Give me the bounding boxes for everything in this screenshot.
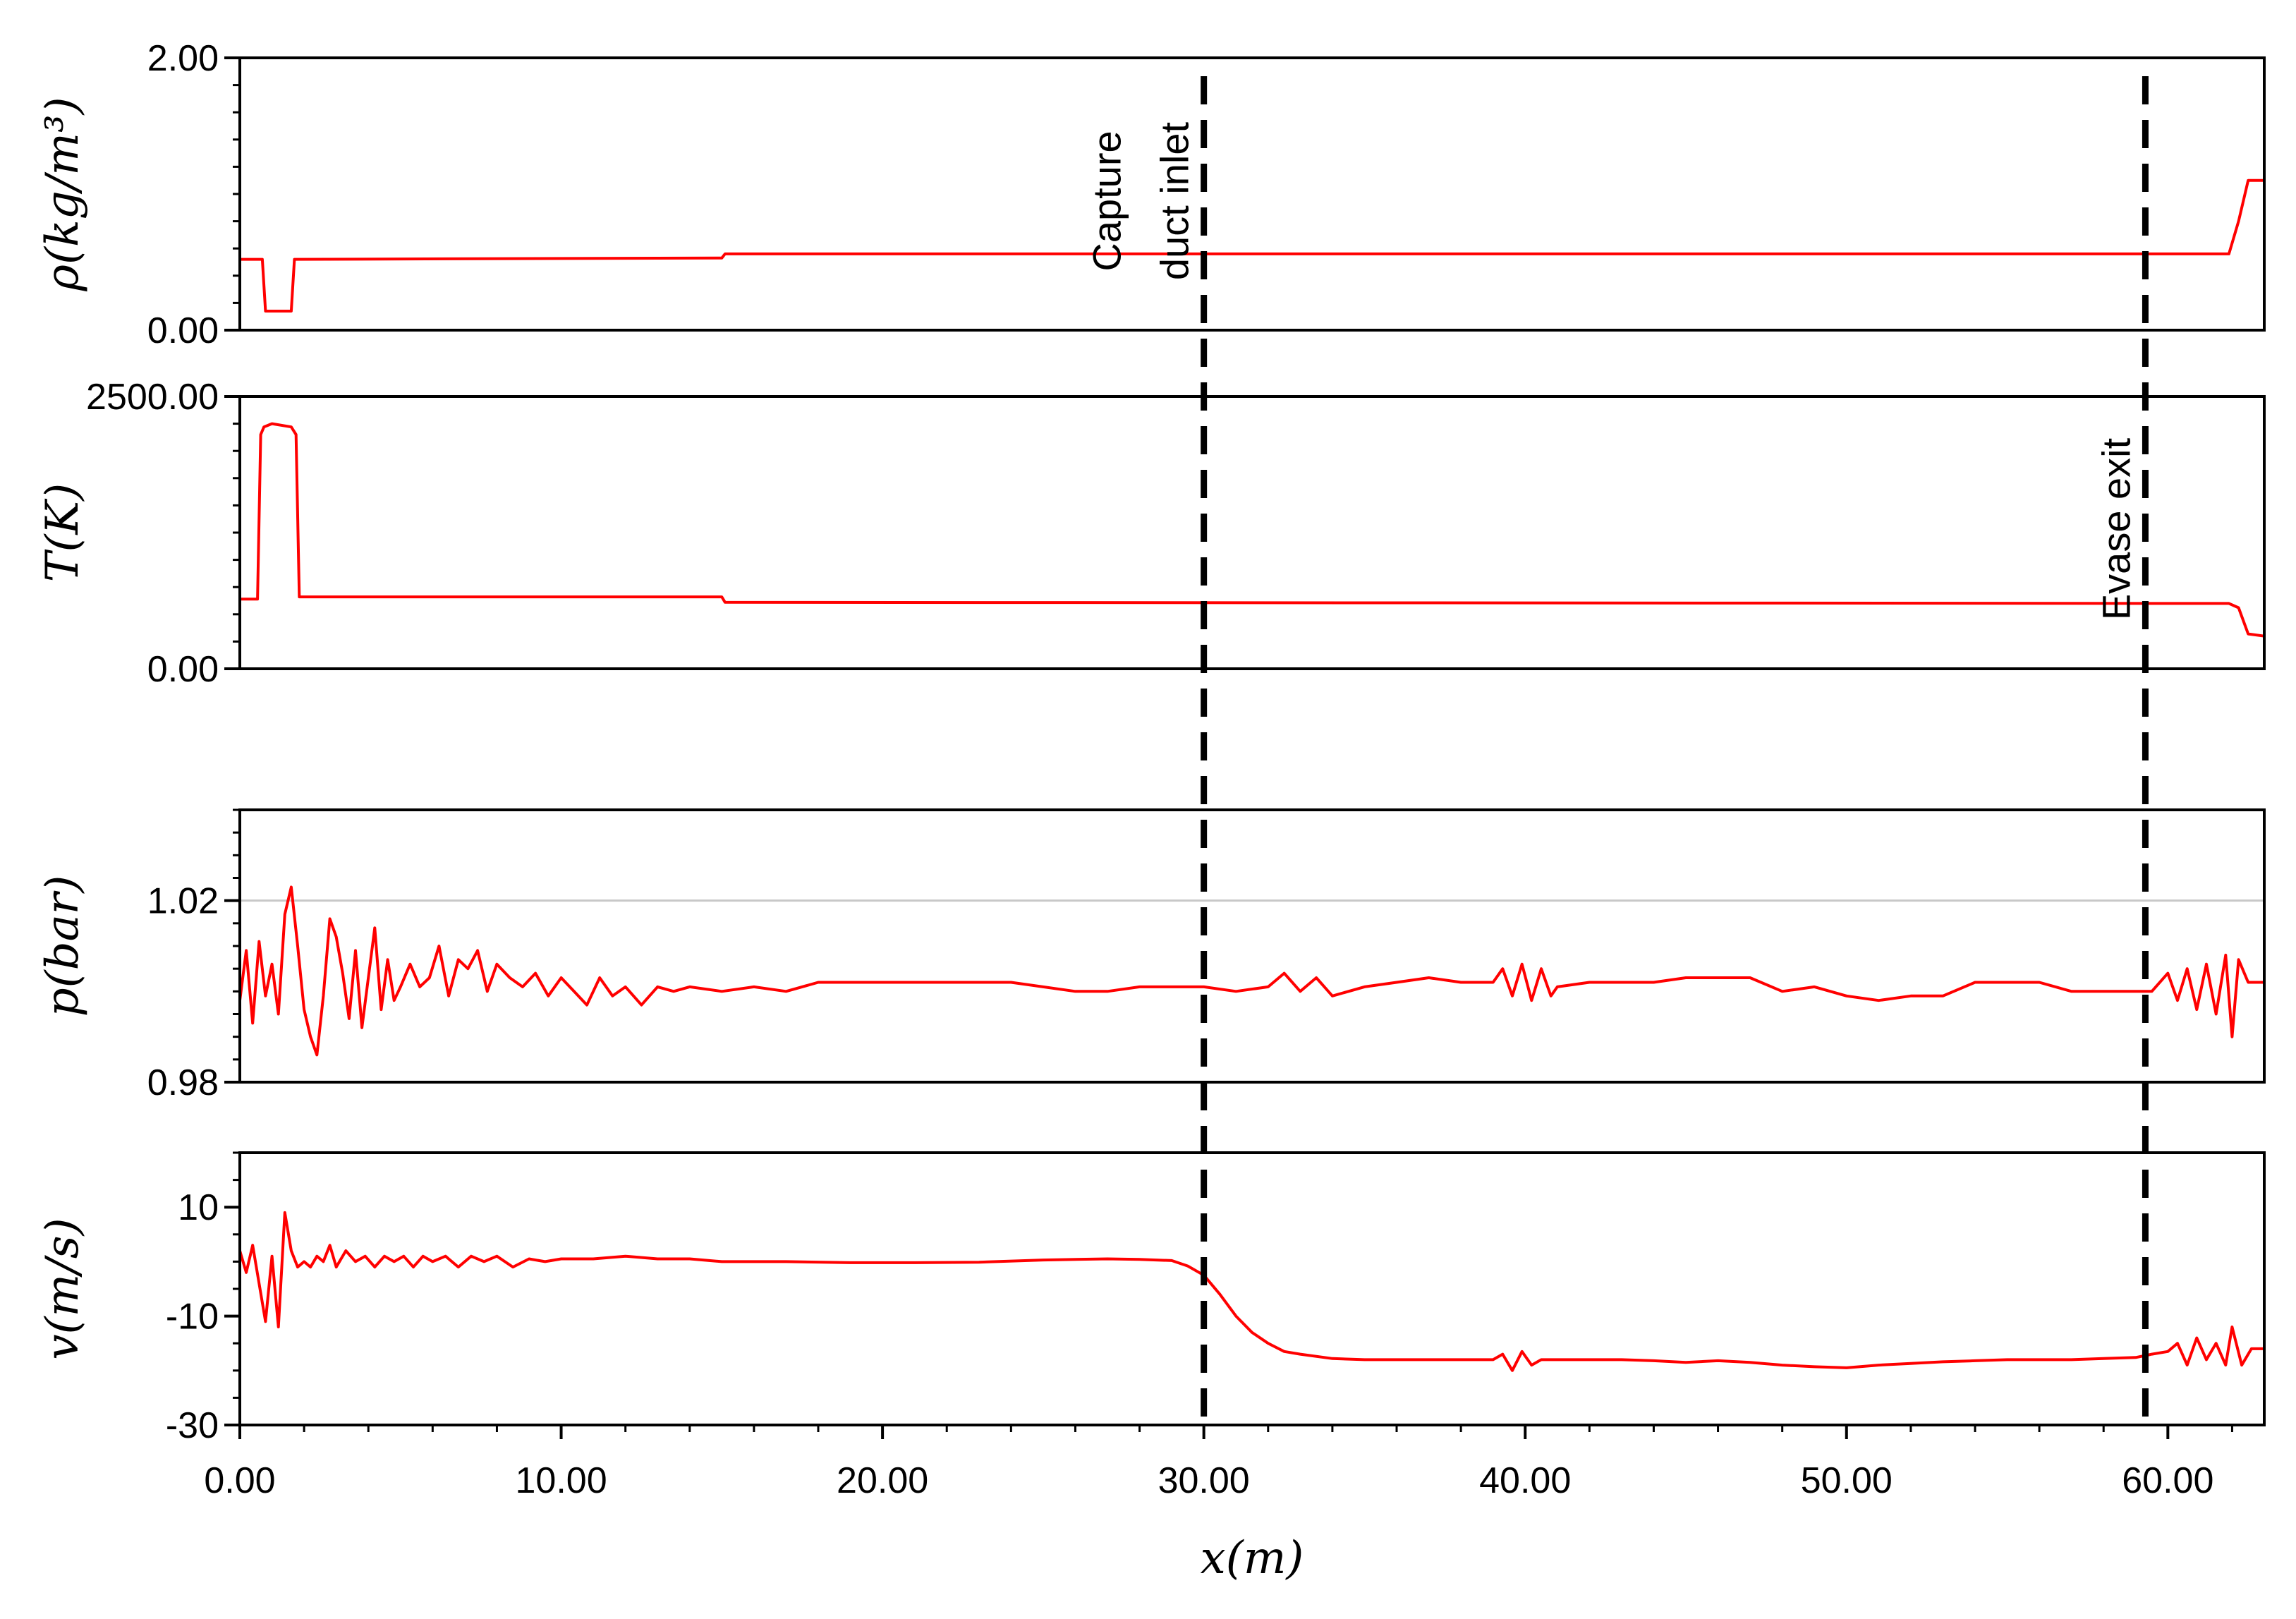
y-axis-label-velocity: v(m/s) [37, 1218, 89, 1359]
y-axis-label-density: ρ(kg/m³) [37, 97, 89, 291]
marker-label: Evase exit [2094, 437, 2138, 620]
panel-velocity: -30 -10 10 v(m/s) [37, 1151, 2266, 1446]
plot-frame-velocity [238, 1151, 2266, 1426]
y-tick-label: 1.02 [147, 881, 219, 922]
plot-frame-temperature [238, 395, 2266, 670]
y-tick-label: -10 [166, 1297, 219, 1338]
series-line-temperature [240, 422, 2265, 638]
chart-panels: 0.00 2.00 ρ(kg/m³) 0.00 2500.00 T(K) 0.98 1.02 p… [37, 38, 2266, 1446]
y-tick-label: 0.00 [147, 310, 219, 351]
y-axis-label-pressure: p(bar) [37, 875, 89, 1017]
x-axis: 0.00 10.00 20.00 30.00 40.00 50.00 60.00 x(m) [204, 1425, 2233, 1584]
x-axis-label: x(m) [1201, 1532, 1304, 1584]
y-axis-label-temperature: T(K) [37, 483, 89, 582]
y-tick-label: 2.00 [147, 38, 219, 79]
x-tick-label: 10.00 [515, 1460, 607, 1501]
series-line-density [240, 178, 2264, 313]
plot-frame-density [238, 56, 2266, 332]
plot-frame-pressure [238, 808, 2266, 1084]
panel-temperature: 0.00 2500.00 T(K) [37, 377, 2266, 690]
marker-label: duct inlet [1153, 121, 1197, 280]
x-tick-label: 20.00 [837, 1460, 928, 1501]
y-tick-label: 0.98 [147, 1062, 219, 1103]
y-tick-label: 2500.00 [86, 377, 219, 418]
x-tick-label: 0.00 [204, 1460, 275, 1501]
x-tick-label: 30.00 [1158, 1460, 1250, 1501]
y-tick-label: 0.00 [147, 649, 219, 690]
x-tick-label: 40.00 [1479, 1460, 1571, 1501]
y-tick-label: 10 [178, 1187, 219, 1228]
marker-lines: Capture duct inlet Evase exit [1085, 76, 2149, 1428]
x-tick-label: 50.00 [1801, 1460, 1893, 1501]
panel-density: 0.00 2.00 ρ(kg/m³) [37, 38, 2266, 351]
panel-pressure: 0.98 1.02 p(bar) [37, 808, 2266, 1103]
series-line-velocity [238, 1211, 2264, 1372]
x-tick-label: 60.00 [2122, 1460, 2213, 1501]
y-tick-label: -30 [166, 1405, 219, 1446]
marker-label: Capture [1085, 131, 1129, 271]
series-line-pressure [238, 885, 2264, 1057]
